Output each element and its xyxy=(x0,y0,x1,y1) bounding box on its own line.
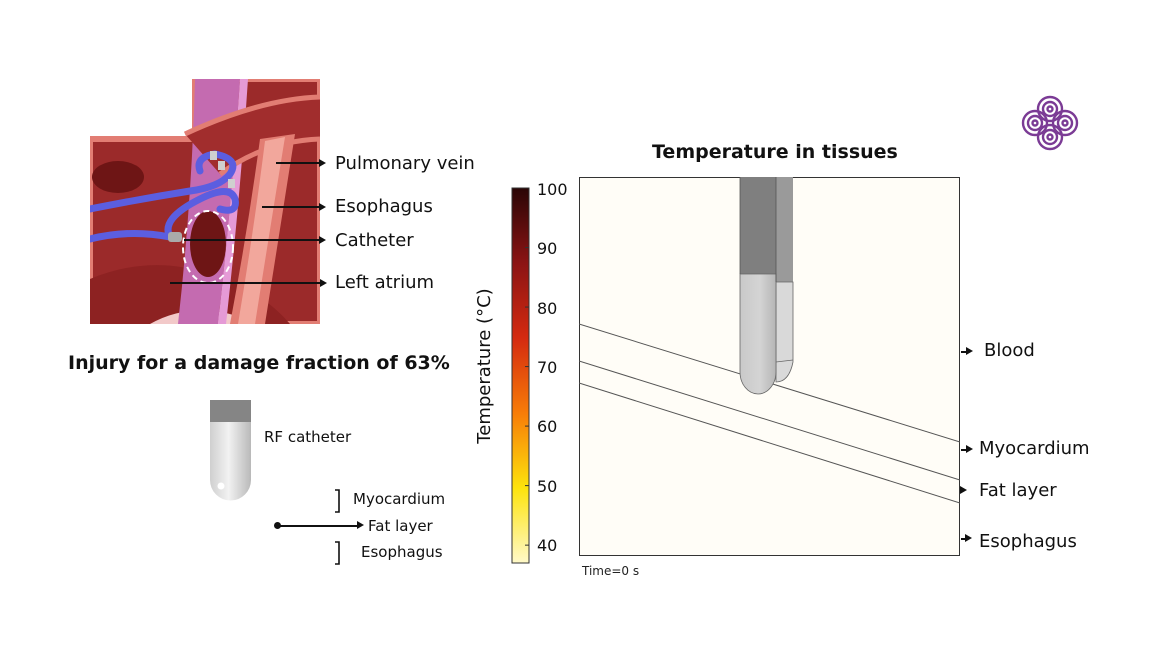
injury-fat-layer-label: Fat layer xyxy=(368,517,433,535)
blood-arrow-line xyxy=(961,351,967,353)
fat-layer-arrow-line xyxy=(278,525,358,527)
esophagus-arrow-line xyxy=(262,206,319,208)
left-atrium-arrow-head xyxy=(320,279,327,287)
colorbar-tick-label: 40 xyxy=(537,536,558,555)
rf-catheter-label: RF catheter xyxy=(264,428,352,446)
colorbar-tick-label: 50 xyxy=(537,477,558,496)
myocardium-label: Myocardium xyxy=(979,438,1090,459)
injury-esophagus-label: Esophagus xyxy=(361,543,443,561)
catheter-arrow-head xyxy=(319,236,326,244)
colorbar-tick-label: 90 xyxy=(537,239,558,258)
colorbar-tick-marks xyxy=(525,187,529,546)
fat-layer-label: Fat layer xyxy=(979,480,1057,501)
purple-rings-logo xyxy=(1021,95,1079,151)
myocardium-arrow-head xyxy=(966,445,973,453)
fat-layer-label-arrow-head xyxy=(960,486,967,494)
rf-probe xyxy=(739,177,794,395)
colorbar-tick-label: 60 xyxy=(537,417,558,436)
colorbar-label: Temperature (°C) xyxy=(474,288,495,444)
injury-myocardium-label: Myocardium xyxy=(353,490,446,508)
blood-label: Blood xyxy=(984,340,1035,361)
catheter-arrow-line xyxy=(184,239,319,241)
fat-layer-arrow-head xyxy=(357,521,364,529)
time-label: Time=0 s xyxy=(582,564,640,578)
catheter-label: Catheter xyxy=(335,230,414,251)
esophagus-label: Esophagus xyxy=(335,196,433,217)
myocardium-fat-interface xyxy=(579,360,960,481)
chart-title: Temperature in tissues xyxy=(652,141,898,163)
fat-layer-dot xyxy=(274,522,281,529)
myocardium-arrow-line xyxy=(961,449,967,451)
anatomy-illustration xyxy=(90,79,320,324)
bracket-marks xyxy=(335,489,340,565)
colorbar-tick-label: 100 xyxy=(537,180,568,199)
blood-arrow-head xyxy=(966,347,973,355)
fat-esophagus-interface xyxy=(579,382,960,504)
pulmonary-vein-arrow-head xyxy=(319,159,326,167)
left-atrium-label: Left atrium xyxy=(335,272,435,293)
colorbar xyxy=(511,187,530,564)
pulmonary-vein-label: Pulmonary vein xyxy=(335,153,475,174)
esophagus-arrow-head xyxy=(319,203,326,211)
pulmonary-vein-arrow-line xyxy=(276,162,319,164)
esophagus-layer-arrow-head xyxy=(965,534,972,542)
left-atrium-arrow-line xyxy=(170,282,320,284)
rf-catheter-icon xyxy=(210,400,251,501)
injury-heading: Injury for a damage fraction of 63% xyxy=(68,352,450,374)
colorbar-tick-labels: 100 90 80 70 60 50 40 xyxy=(537,180,577,570)
colorbar-tick-label: 80 xyxy=(537,299,558,318)
temperature-plot xyxy=(579,177,960,556)
esophagus-layer-label: Esophagus xyxy=(979,531,1077,552)
colorbar-tick-label: 70 xyxy=(537,358,558,377)
esophagus-layer-arrow-line xyxy=(961,538,966,540)
